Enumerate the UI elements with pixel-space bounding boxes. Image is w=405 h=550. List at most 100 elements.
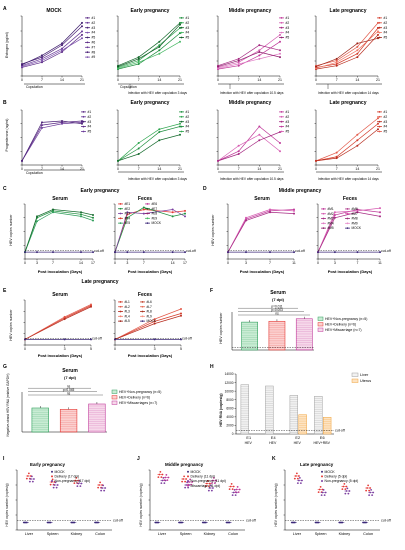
legend-a-mock-label: #7 [92,45,96,49]
legend-label: HEV+Non-pregnancy (n=5) [119,390,161,394]
data-point [217,159,219,162]
data-point [92,251,94,254]
hev-ylabel-d: HEV copies number [211,214,215,246]
legend-b-marker [378,111,381,113]
data-point [279,33,281,36]
series-line [117,41,181,69]
data-point [237,144,240,147]
data-point [117,67,119,70]
data-point [184,215,186,218]
legend-swatch [317,327,324,332]
series-line [315,22,379,67]
late-title-e: Late pregnancy [82,279,119,285]
data-point [158,52,161,55]
scatter-point [207,489,210,492]
series-line [21,37,83,67]
data-point [41,54,43,57]
legend-b-marker [378,115,381,118]
scatter-point [365,489,368,492]
data-point [41,59,43,62]
data-point [180,338,182,341]
legend-a-label: #1 [384,16,388,20]
legend-label: Delivery (5 dpi) [325,475,348,479]
data-point [92,216,94,219]
legend-a-mock-marker [86,46,89,49]
legend-b-marker [280,125,283,128]
data-point [179,40,181,43]
hev-ylabel-k: HEV copies number (copies/g) [274,483,278,526]
data-point [114,338,116,341]
legend-swatch [111,395,118,400]
scatter-point [344,492,347,495]
x-tick-label: 11 [378,261,382,265]
data-point [356,208,359,211]
group-label: HEV [245,441,253,445]
legend-e-right-marker [141,320,144,323]
x-tick-label: 21 [376,167,380,171]
legend-d-right-marker [346,227,349,230]
data-point [171,215,174,218]
data-point [36,220,38,223]
data-point [258,54,261,57]
hev-ylabel-j: HEV copies number (copies/g) [139,483,143,526]
late-title-k: Late pregnancy [300,462,334,467]
data-point [237,63,240,65]
legend-e-left-label: #L3 [125,310,131,314]
data-point [333,211,336,214]
scatter-point [160,482,163,485]
legend-c-right-label: #E6 [152,202,158,206]
series-line [315,117,379,162]
legend-b-label: #1 [286,110,290,114]
x-tick-label: 0 [24,261,26,265]
x-tick-label: 17 [183,261,187,265]
legend-d-right-marker [346,212,349,215]
x-tick-label: 14 [257,167,261,171]
legend-marker [187,480,189,482]
late-title-b: Late pregnancy [330,100,367,106]
legend-a-label: #2 [186,21,190,25]
y-tick-label: 8000 [226,398,233,402]
series-line [217,41,281,70]
x-tick-label: 7 [269,261,271,265]
data-point [80,211,82,214]
legend-a-marker [180,26,183,29]
panel-j-plot: Liver Spleen Kidney Colon cut-off MOCKDeliver… [148,469,256,536]
data-point [126,211,129,214]
legend-b-label: #2 [286,115,290,119]
legend-b-label: #3 [384,120,388,124]
data-point [333,214,336,216]
x-tick-label: 0 [217,167,219,171]
serum-title-g: Serum [62,368,78,374]
scatter-point [295,472,298,475]
series-line [21,31,83,67]
panel-letter-i: I [3,456,5,462]
data-point [80,251,82,254]
legend-a-marker [378,31,381,34]
data-point [237,150,240,153]
y-tick-label: 2000 [226,424,233,428]
x-tick-label: 14 [157,167,161,171]
serum-title-e: Serum [52,292,68,298]
series-line [217,53,281,69]
legend-e-left-marker [119,301,122,303]
data-point [237,61,240,64]
data-point [52,251,54,254]
legend-c-right-label: #E7 [152,207,158,211]
series-line [24,211,94,253]
scatter-point [213,482,216,485]
data-point [81,122,83,125]
data-point [52,208,54,211]
xlabel-c-feces: Post inoculation (Days) [128,269,173,274]
series-line [317,209,381,253]
x-tick-label: 14 [157,78,161,82]
legend-b-label: #3 [186,120,190,124]
scatter-point [187,486,190,489]
data-point [293,208,295,211]
data-point [377,33,379,36]
scatter-point [162,476,165,479]
data-point [179,133,181,136]
x-tick-label: Liver [293,532,302,536]
data-point [269,208,271,211]
legend-b-label: #4 [186,125,190,129]
data-point [41,57,43,60]
